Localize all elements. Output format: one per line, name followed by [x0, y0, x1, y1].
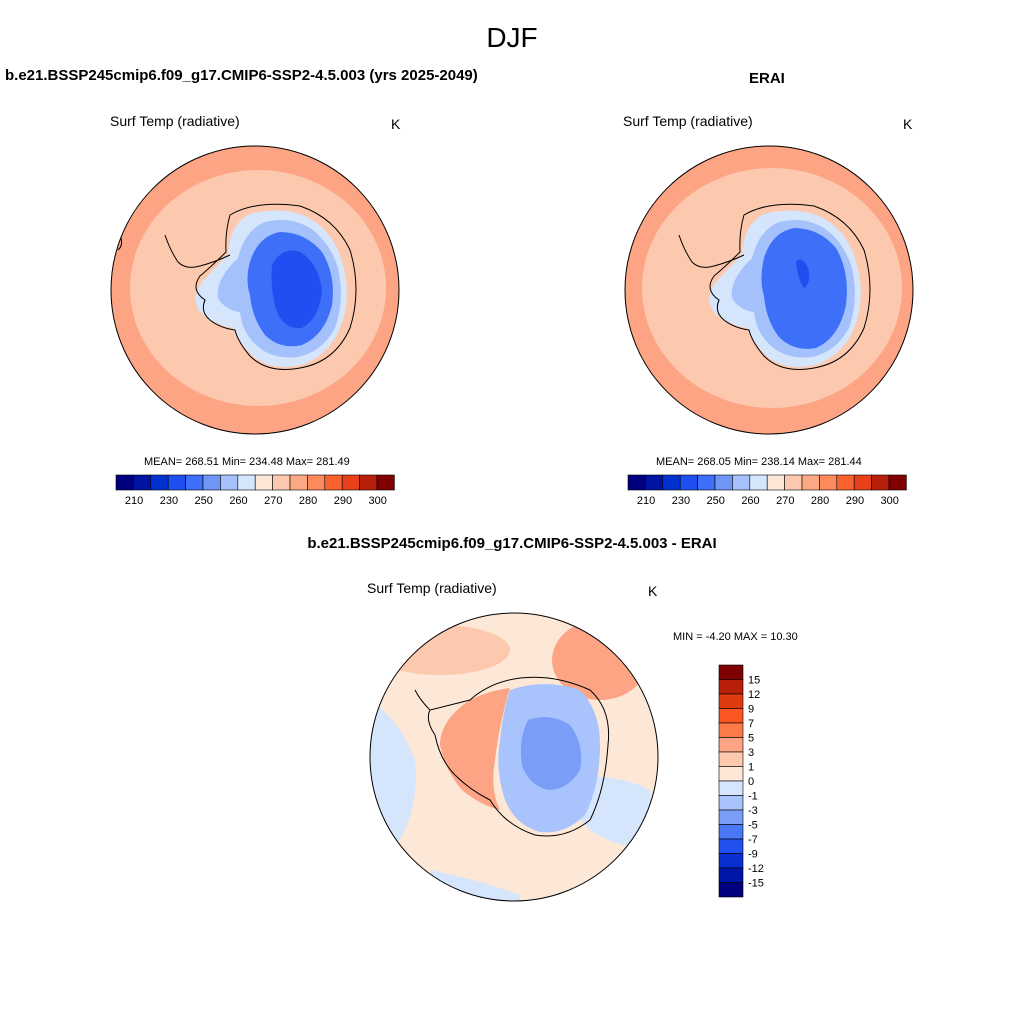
diff-colorbar-label: 0: [748, 776, 754, 788]
obs-stats: MEAN= 268.05 Min= 238.14 Max= 281.44: [656, 456, 862, 468]
diff-colorbar-swatch: [718, 722, 744, 738]
diff-colorbar-swatch: [718, 737, 744, 753]
obs-colorbar-label: 260: [741, 495, 759, 507]
diff-colorbar-label: -5: [748, 820, 758, 832]
model-colorbar-swatch: [237, 474, 256, 491]
model-colorbar-swatch: [341, 474, 360, 491]
model-variable-label: Surf Temp (radiative): [110, 113, 240, 129]
obs-colorbar-label: 230: [672, 495, 690, 507]
model-colorbar-swatch: [133, 474, 152, 491]
model-colorbar-swatch: [289, 474, 308, 491]
obs-panel-title: ERAI: [749, 70, 785, 87]
diff-colorbar-label: 9: [748, 704, 754, 716]
obs-colorbar-swatch: [819, 474, 838, 491]
obs-colorbar-label: 300: [881, 495, 899, 507]
obs-colorbar-swatch: [766, 474, 785, 491]
obs-colorbar-swatch: [871, 474, 890, 491]
diff-colorbar-label: -15: [748, 878, 764, 890]
model-colorbar-swatch: [272, 474, 291, 491]
diff-colorbar: 15 12 9 7 5 3 1 0 -1 -3 -5 -7 -9 -12 -15: [718, 664, 764, 898]
obs-colorbar-swatch: [697, 474, 716, 491]
model-colorbar-swatch: [185, 474, 204, 491]
model-colorbar-swatch: [359, 474, 378, 491]
obs-colorbar-swatch: [627, 474, 646, 491]
diff-colorbar-swatch: [718, 809, 744, 825]
diff-colorbar-label: 7: [748, 718, 754, 730]
model-colorbar-label: 270: [264, 495, 282, 507]
obs-colorbar-label: 250: [707, 495, 725, 507]
diff-colorbar-swatch: [718, 679, 744, 695]
obs-colorbar-swatch: [801, 474, 820, 491]
model-panel-title: b.e21.BSSP245cmip6.f09_g17.CMIP6-SSP2-4.…: [5, 67, 478, 84]
model-units-label: K: [391, 116, 401, 132]
obs-colorbar-label: 280: [811, 495, 829, 507]
diff-colorbar-swatch: [718, 693, 744, 709]
model-colorbar-label: 280: [299, 495, 317, 507]
diff-colorbar-label: -9: [748, 849, 758, 861]
model-colorbar-swatch: [150, 474, 169, 491]
obs-colorbar-swatch: [749, 474, 768, 491]
obs-colorbar-swatch: [853, 474, 872, 491]
model-colorbar-swatch: [167, 474, 186, 491]
model-colorbar-swatch: [376, 474, 395, 491]
diff-colorbar-label: 15: [748, 675, 760, 687]
diff-colorbar-swatch: [718, 867, 744, 883]
diff-colorbar-swatch: [718, 838, 744, 854]
obs-colorbar: 210 230 250 260 270 280 290 300: [627, 474, 907, 507]
model-colorbar-label: 230: [160, 495, 178, 507]
diff-colorbar-swatch: [718, 853, 744, 869]
model-colorbar-swatch: [254, 474, 273, 491]
model-colorbar-swatch: [202, 474, 221, 491]
diff-colorbar-label: -12: [748, 863, 764, 875]
obs-colorbar-swatch: [732, 474, 751, 491]
figure-title: DJF: [486, 22, 538, 53]
model-colorbar-label: 210: [125, 495, 143, 507]
model-colorbar-label: 290: [334, 495, 352, 507]
diff-panel-title: b.e21.BSSP245cmip6.f09_g17.CMIP6-SSP2-4.…: [307, 535, 717, 552]
model-colorbar-swatch: [307, 474, 326, 491]
obs-colorbar-swatch: [836, 474, 855, 491]
diff-colorbar-label: 3: [748, 747, 754, 759]
diff-colorbar-swatch: [718, 751, 744, 767]
model-colorbar-swatch: [324, 474, 343, 491]
diff-colorbar-label: -3: [748, 805, 758, 817]
diff-colorbar-swatch: [718, 664, 744, 680]
model-stats: MEAN= 268.51 Min= 234.48 Max= 281.49: [144, 456, 350, 468]
diff-colorbar-swatch: [718, 795, 744, 811]
diff-colorbar-label: -7: [748, 834, 758, 846]
obs-colorbar-swatch: [888, 474, 907, 491]
diff-colorbar-swatch: [718, 882, 744, 898]
model-colorbar-label: 250: [195, 495, 213, 507]
obs-colorbar-swatch: [679, 474, 698, 491]
diff-colorbar-swatch: [718, 824, 744, 840]
obs-colorbar-label: 210: [637, 495, 655, 507]
model-colorbar-swatch: [115, 474, 134, 491]
diff-colorbar-label: -1: [748, 791, 758, 803]
model-map: [110, 145, 400, 435]
diff-colorbar-swatch: [718, 780, 744, 796]
diff-map: [369, 612, 659, 902]
obs-colorbar-label: 270: [776, 495, 794, 507]
obs-colorbar-swatch: [645, 474, 664, 491]
diff-colorbar-label: 5: [748, 733, 754, 745]
obs-variable-label: Surf Temp (radiative): [623, 113, 753, 129]
model-colorbar: 210 230 250 260 270 280 290 300: [115, 474, 395, 507]
diff-colorbar-label: 1: [748, 762, 754, 774]
obs-map: [624, 145, 914, 435]
diff-colorbar-label: 12: [748, 689, 760, 701]
obs-colorbar-swatch: [662, 474, 681, 491]
model-colorbar-swatch: [220, 474, 239, 491]
obs-colorbar-swatch: [714, 474, 733, 491]
model-colorbar-label: 300: [369, 495, 387, 507]
obs-colorbar-swatch: [784, 474, 803, 491]
obs-units-label: K: [903, 116, 913, 132]
diff-colorbar-swatch: [718, 708, 744, 724]
diff-variable-label: Surf Temp (radiative): [367, 580, 497, 596]
diff-stats: MIN = -4.20 MAX = 10.30: [673, 631, 798, 643]
diff-colorbar-swatch: [718, 766, 744, 782]
obs-colorbar-label: 290: [846, 495, 864, 507]
model-colorbar-label: 260: [229, 495, 247, 507]
diff-units-label: K: [648, 583, 658, 599]
